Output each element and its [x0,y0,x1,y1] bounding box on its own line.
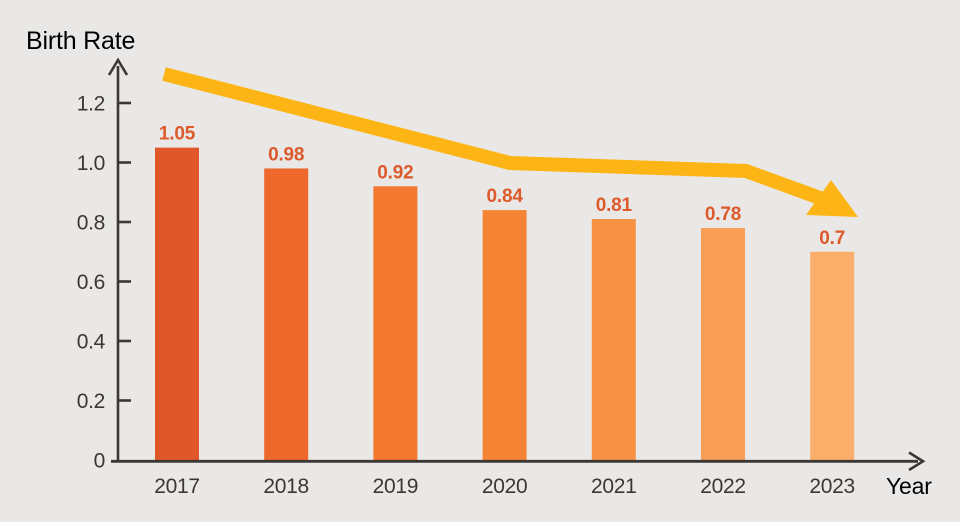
bar-value-label: 0.84 [487,186,524,207]
bar-2018 [264,168,309,460]
x-tick-label: 2019 [373,475,419,498]
x-tick-label: 2022 [700,475,746,498]
y-tick-label: 1.2 [77,93,105,116]
y-tick-label: 0.4 [77,331,106,354]
trend-arrow-shaft [162,67,823,205]
y-tick-label: 0.6 [77,271,105,294]
bar-2020 [482,210,527,460]
bar-value-label: 0.98 [268,144,304,165]
bar-2022 [701,227,745,460]
bar-value-label: 1.05 [159,124,196,145]
bar-value-label: 0.78 [705,204,741,225]
y-tick-label: 1.0 [77,152,105,175]
bar-2023 [810,251,855,460]
x-axis-arrowhead-icon [908,451,926,472]
y-axis-arrowhead-icon [107,57,129,76]
x-tick-label: 2018 [263,475,309,498]
bar-2017 [155,147,199,460]
bar-value-label: 0.81 [596,195,633,216]
x-tick-label: 2017 [154,475,200,498]
x-axis-title: Year [886,473,932,499]
y-tick-label: 0.8 [77,212,105,235]
x-tick-label: 2023 [809,475,855,498]
bar-2021 [591,219,636,460]
y-tick-label: 0 [94,450,105,473]
x-tick-label: 2020 [482,475,528,498]
x-tick-label: 2021 [591,475,637,498]
bar-value-label: 0.7 [819,228,845,249]
trend-arrow-head-icon [806,180,858,217]
y-tick-label: 0.2 [77,390,105,413]
bar-2019 [373,186,418,461]
bar-value-label: 0.92 [377,162,413,183]
y-axis-title: Birth Rate [26,27,136,55]
